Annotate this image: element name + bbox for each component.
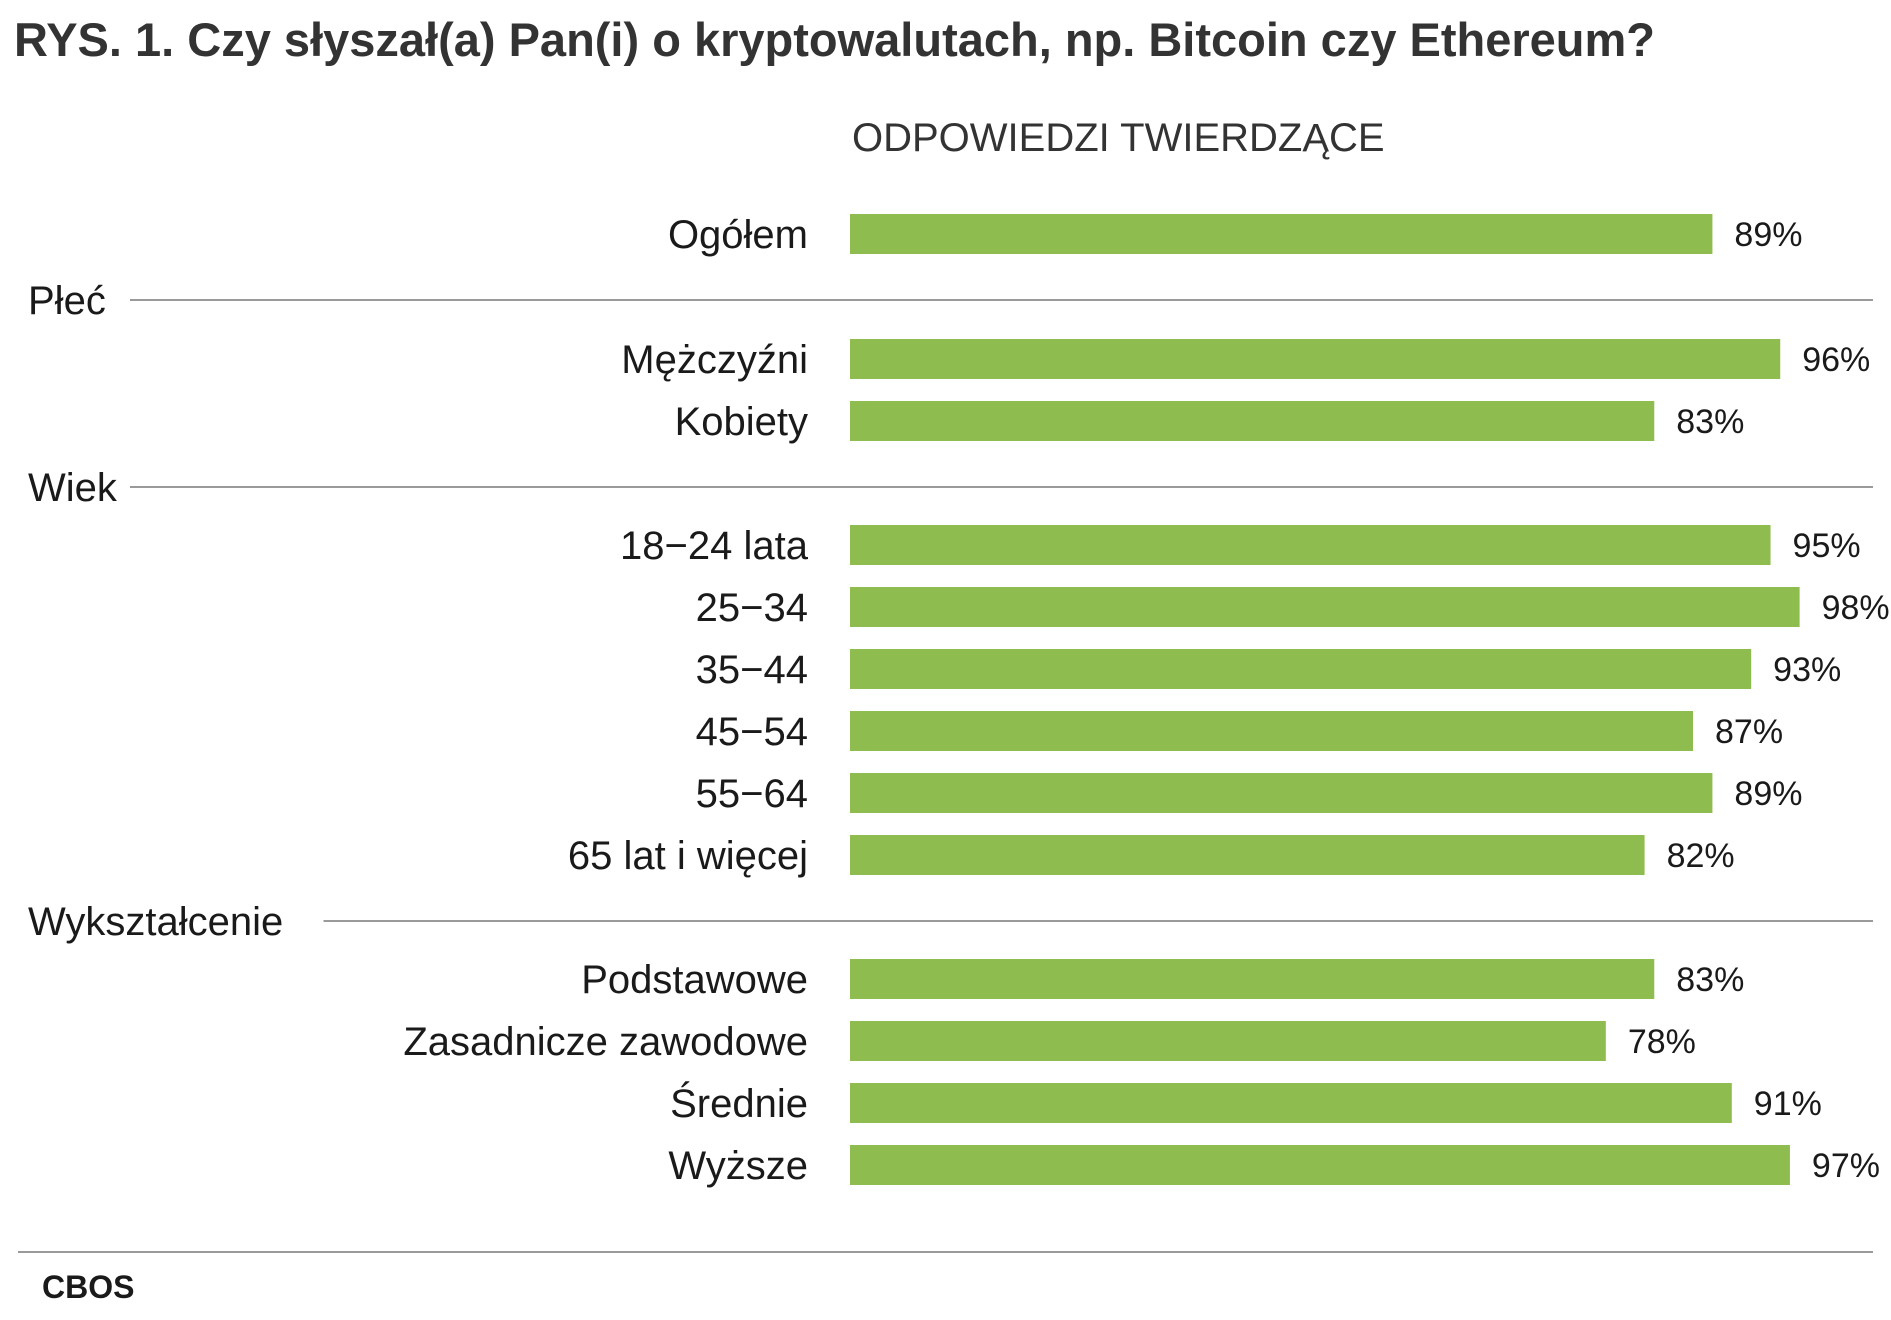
bar-zasadnicze-zawodowe (850, 1021, 1606, 1061)
bar-18-24-lata (850, 525, 1771, 565)
value-label-mezczyzni: 96% (1802, 341, 1870, 379)
category-label-65-lat-i-wiecej: 65 lat i więcej (568, 834, 808, 878)
bar-45-54 (850, 711, 1694, 751)
group-label-wiek: Wiek (28, 466, 118, 510)
value-label-55-64: 89% (1734, 775, 1802, 813)
category-label-mezczyzni: Mężczyźni (621, 338, 808, 382)
chart-rows: Ogółem 89% Płeć Mężczyźni 96% Kobiety 83% Wiek 1… (28, 213, 1890, 1188)
value-label-45-54: 87% (1715, 713, 1783, 751)
value-label-zasadnicze-zawodowe: 78% (1628, 1023, 1696, 1061)
category-label-ogolem: Ogółem (668, 213, 808, 257)
category-label-srednie: Średnie (670, 1080, 808, 1126)
category-label-kobiety: Kobiety (675, 400, 808, 444)
value-label-25-34: 98% (1822, 589, 1890, 627)
source-label: CBOS (42, 1269, 134, 1305)
value-label-wyzsze: 97% (1812, 1147, 1880, 1185)
bar-podstawowe (850, 959, 1655, 999)
category-label-45-54: 45−54 (696, 710, 808, 754)
bar-srednie (850, 1083, 1732, 1123)
group-label-plec: Płeć (28, 279, 106, 323)
value-label-srednie: 91% (1754, 1085, 1822, 1123)
category-label-35-44: 35−44 (696, 648, 808, 692)
value-label-18-24-lata: 95% (1793, 527, 1861, 565)
category-label-55-64: 55−64 (696, 772, 808, 816)
value-label-podstawowe: 83% (1676, 961, 1744, 999)
chart-subtitle: ODPOWIEDZI TWIERDZĄCE (852, 116, 1385, 160)
category-label-18-24-lata: 18−24 lata (620, 524, 809, 568)
category-label-podstawowe: Podstawowe (581, 958, 808, 1002)
category-label-25-34: 25−34 (696, 586, 808, 630)
bar-ogolem (850, 214, 1713, 254)
bar-35-44 (850, 649, 1752, 689)
bar-65-lat-i-wiecej (850, 835, 1645, 875)
bar-55-64 (850, 773, 1713, 813)
category-label-wyzsze: Wyższe (668, 1144, 808, 1188)
group-label-wyksztalcenie: Wykształcenie (28, 900, 283, 944)
bar-kobiety (850, 401, 1655, 441)
value-label-35-44: 93% (1773, 651, 1841, 689)
category-label-zasadnicze-zawodowe: Zasadnicze zawodowe (403, 1020, 808, 1064)
value-label-65-lat-i-wiecej: 82% (1667, 837, 1735, 875)
value-label-kobiety: 83% (1676, 403, 1744, 441)
value-label-ogolem: 89% (1734, 216, 1802, 254)
chart-title: RYS. 1. Czy słyszał(a) Pan(i) o kryptowa… (14, 13, 1655, 66)
bar-mezczyzni (850, 339, 1781, 379)
bar-wyzsze (850, 1145, 1790, 1185)
bar-25-34 (850, 587, 1800, 627)
